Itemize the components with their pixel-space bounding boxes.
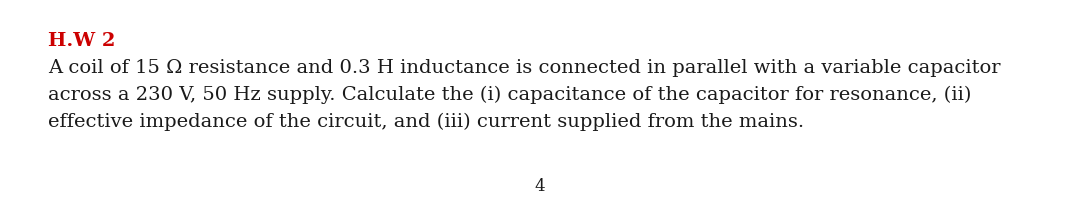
Text: effective impedance of the circuit, and (iii) current supplied from the mains.: effective impedance of the circuit, and … [48, 112, 805, 131]
Text: across a 230 V, 50 Hz supply. Calculate the (i) capacitance of the capacitor for: across a 230 V, 50 Hz supply. Calculate … [48, 85, 971, 104]
Text: A coil of 15 Ω resistance and 0.3 H inductance is connected in parallel with a v: A coil of 15 Ω resistance and 0.3 H indu… [48, 59, 1000, 77]
Text: 4: 4 [535, 177, 545, 194]
Text: H.W 2: H.W 2 [48, 32, 116, 50]
